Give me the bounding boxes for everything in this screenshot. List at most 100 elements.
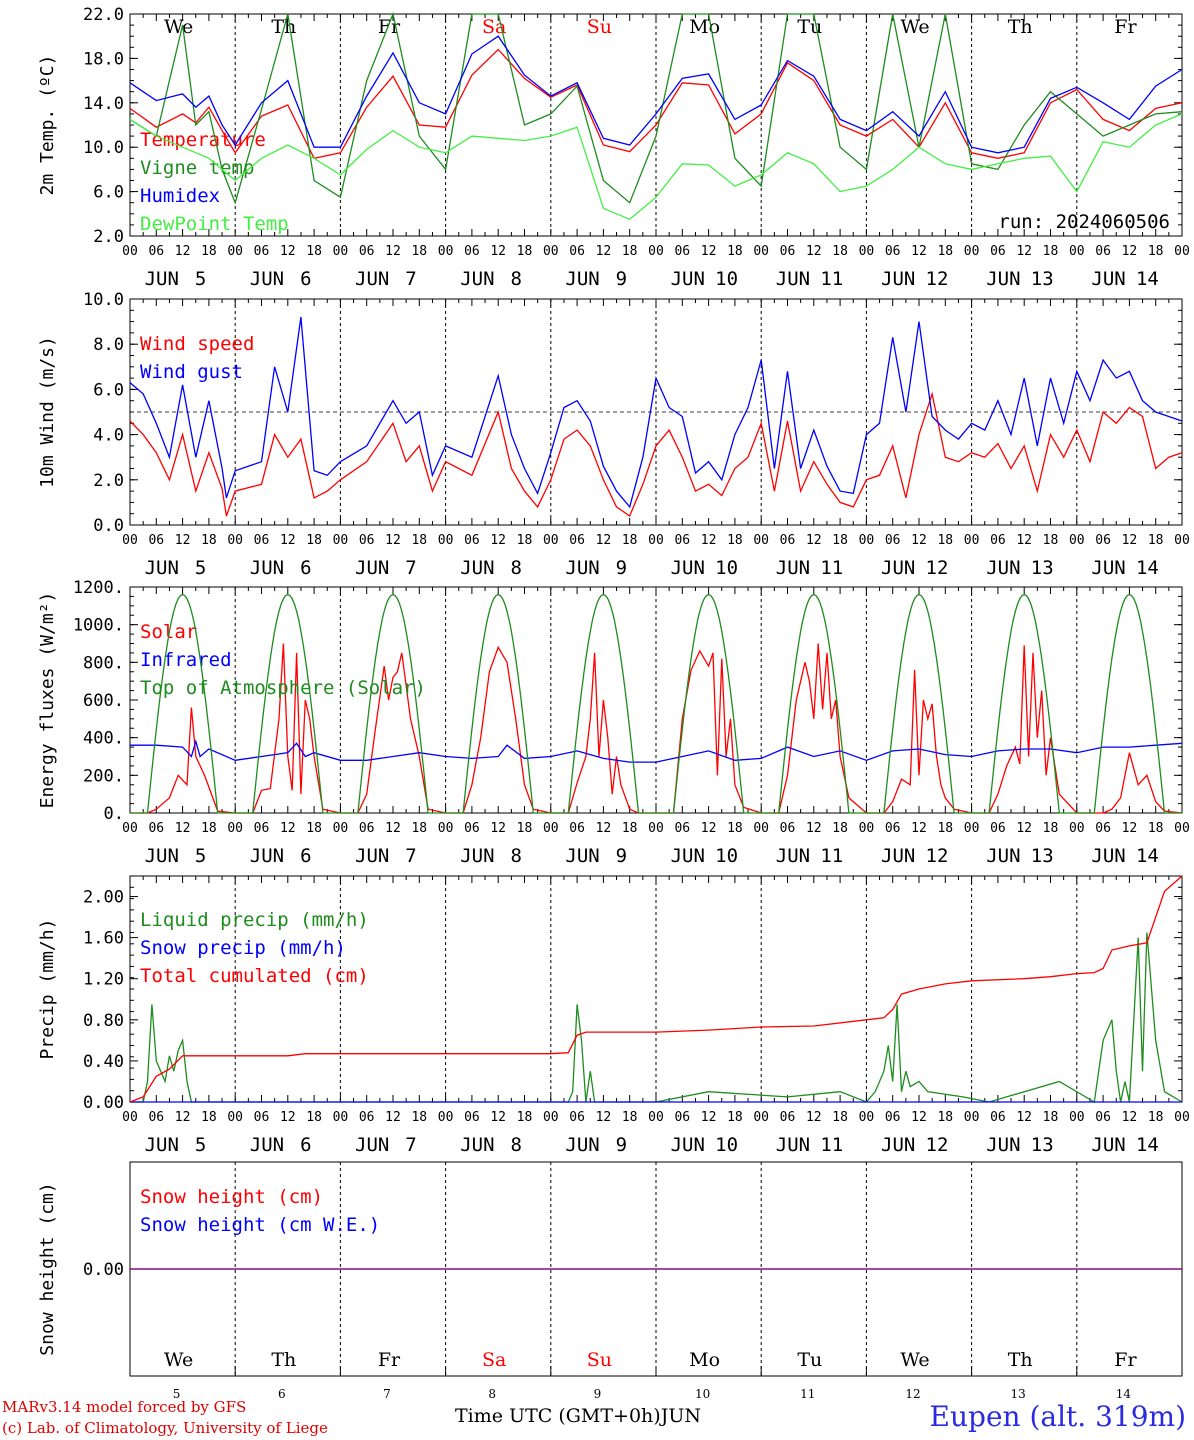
day-date-label: 6 — [300, 557, 311, 579]
hour-tick-label: 06 — [148, 821, 164, 836]
day-date-label: 8 — [510, 1134, 521, 1156]
day-month-label: JUN — [671, 845, 705, 867]
legend-entry: Snow height (cm W.E.) — [140, 1214, 380, 1236]
y-tick-label: 0. — [104, 804, 124, 824]
weekday-label: Tu — [797, 16, 822, 38]
day-month-label: JUN — [355, 1134, 389, 1156]
hour-tick-label: 18 — [1148, 533, 1164, 548]
hour-tick-label: 18 — [201, 1110, 217, 1125]
hour-tick-label: 00 — [648, 821, 664, 836]
hour-tick-label: 12 — [1016, 244, 1032, 259]
hour-tick-label: 18 — [832, 244, 848, 259]
hour-tick-label: 12 — [385, 821, 401, 836]
hour-tick-label: 06 — [780, 244, 796, 259]
hour-tick-label: 00 — [964, 1110, 980, 1125]
hour-tick-label: 18 — [411, 533, 427, 548]
hour-tick-label: 18 — [727, 1110, 743, 1125]
hour-tick-label: 00 — [227, 244, 243, 259]
hour-tick-label: 18 — [1148, 1110, 1164, 1125]
hour-tick-label: 18 — [306, 533, 322, 548]
hour-tick-label: 18 — [411, 821, 427, 836]
hour-tick-label: 12 — [1016, 1110, 1032, 1125]
hour-tick-label: 06 — [885, 821, 901, 836]
weekday-label: Su — [587, 1349, 612, 1371]
hour-tick-label: 12 — [701, 1110, 717, 1125]
y-axis-label: 10m Wind (m/s) — [37, 336, 58, 488]
hour-tick-label: 06 — [780, 1110, 796, 1125]
series-line-2-2 — [130, 593, 1182, 814]
hour-tick-label: 18 — [937, 821, 953, 836]
hour-tick-label: 18 — [517, 244, 533, 259]
day-month-label: JUN — [460, 557, 494, 579]
hour-tick-label: 12 — [911, 533, 927, 548]
y-axis-label: Precip (mm/h) — [37, 919, 58, 1060]
y-axis-label: Snow height (cm) — [37, 1182, 58, 1355]
hour-tick-label: 00 — [438, 244, 454, 259]
hour-tick-label: 18 — [622, 244, 638, 259]
hour-tick-label: 06 — [359, 1110, 375, 1125]
hour-tick-label: 18 — [832, 821, 848, 836]
day-date-label: 11 — [820, 268, 843, 290]
weekday-label: Su — [587, 16, 612, 38]
hour-tick-label: 00 — [122, 821, 138, 836]
day-month-label: JUN — [881, 845, 915, 867]
y-tick-label: 10.0 — [83, 290, 124, 310]
hour-tick-label: 12 — [596, 1110, 612, 1125]
y-tick-label: 0.40 — [83, 1052, 124, 1072]
model-credit: MARv3.14 model forced by GFS — [2, 1398, 247, 1416]
hour-tick-label: 18 — [622, 533, 638, 548]
hour-tick-label: 00 — [333, 1110, 349, 1125]
weekday-label: We — [164, 1349, 193, 1371]
day-month-label: JUN — [460, 1134, 494, 1156]
hour-tick-label: 00 — [227, 533, 243, 548]
hour-tick-label: 00 — [1174, 821, 1190, 836]
hour-tick-label: 06 — [254, 1110, 270, 1125]
hour-tick-label: 06 — [674, 533, 690, 548]
day-month-label: JUN — [776, 1134, 810, 1156]
hour-tick-label: 18 — [517, 1110, 533, 1125]
hour-tick-label: 12 — [596, 821, 612, 836]
hour-tick-label: 12 — [490, 821, 506, 836]
date-tick-label: 14 — [1116, 1387, 1132, 1401]
hour-tick-label: 18 — [832, 1110, 848, 1125]
hour-tick-label: 12 — [280, 821, 296, 836]
hour-tick-label: 18 — [1043, 244, 1059, 259]
hour-tick-label: 12 — [175, 244, 191, 259]
hour-tick-label: 06 — [569, 1110, 585, 1125]
hour-tick-label: 06 — [1095, 821, 1111, 836]
y-tick-label: 18.0 — [83, 49, 124, 69]
weekday-label: Sa — [482, 1349, 506, 1371]
date-tick-label: 10 — [695, 1387, 710, 1401]
day-date-label: 6 — [300, 1134, 311, 1156]
weekday-label: Th — [1008, 1349, 1033, 1371]
y-tick-label: 0.00 — [83, 1260, 124, 1280]
hour-tick-label: 12 — [596, 244, 612, 259]
hour-tick-label: 18 — [411, 1110, 427, 1125]
hour-tick-label: 18 — [1043, 1110, 1059, 1125]
hour-tick-label: 00 — [227, 1110, 243, 1125]
hour-tick-label: 06 — [359, 821, 375, 836]
y-tick-label: 800. — [83, 653, 124, 673]
hour-tick-label: 00 — [333, 244, 349, 259]
hour-tick-label: 00 — [753, 1110, 769, 1125]
day-month-label: JUN — [460, 268, 494, 290]
hour-tick-label: 00 — [964, 821, 980, 836]
hour-tick-label: 18 — [727, 244, 743, 259]
day-date-label: 7 — [405, 1134, 416, 1156]
day-date-label: 13 — [1031, 1134, 1054, 1156]
y-tick-label: 6.0 — [93, 380, 124, 400]
hour-tick-label: 06 — [674, 1110, 690, 1125]
hour-tick-label: 00 — [648, 533, 664, 548]
hour-tick-label: 00 — [753, 821, 769, 836]
y-tick-label: 2.0 — [93, 471, 124, 491]
day-month-label: JUN — [565, 1134, 599, 1156]
hour-tick-label: 12 — [1122, 244, 1138, 259]
day-month-label: JUN — [565, 557, 599, 579]
date-tick-label: 5 — [173, 1387, 181, 1401]
day-month-label: JUN — [355, 268, 389, 290]
legend-entry: Snow precip (mm/h) — [140, 937, 346, 959]
day-date-label: 8 — [510, 845, 521, 867]
day-date-label: 12 — [926, 845, 949, 867]
legend-entry: DewPoint Temp — [140, 213, 289, 235]
legend-entry: Temperature — [140, 129, 266, 151]
